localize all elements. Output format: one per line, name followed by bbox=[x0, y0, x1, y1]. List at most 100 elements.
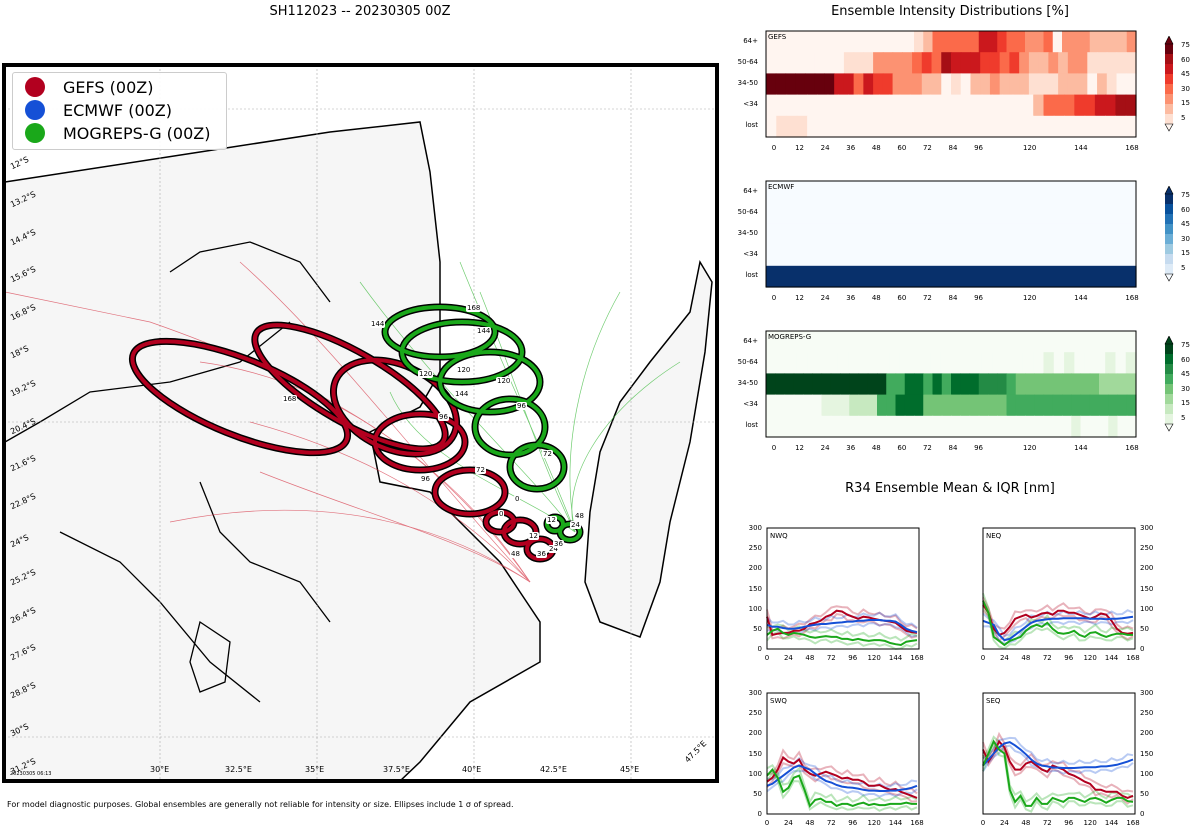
heatmap-x-tick: 84 bbox=[948, 294, 958, 302]
heatmap-cell bbox=[1067, 52, 1079, 74]
lon-label: 40°E bbox=[462, 765, 482, 774]
map-stamp: 20230305 06:13 bbox=[10, 771, 52, 777]
heatmap-cell bbox=[1084, 115, 1096, 138]
heatmap-cell bbox=[858, 352, 870, 374]
r34-x-tick: 120 bbox=[867, 819, 881, 827]
colorbar-segment bbox=[1165, 244, 1173, 255]
heatmap-x-tick: 144 bbox=[1074, 444, 1088, 452]
r34-plot-neq bbox=[982, 527, 1136, 650]
heatmap-cell bbox=[834, 73, 845, 96]
gefs-hour-label: 36 bbox=[536, 550, 547, 558]
heatmap-cell bbox=[867, 373, 878, 396]
heatmap-cell bbox=[1089, 394, 1100, 417]
colorbar-segment bbox=[1165, 94, 1173, 105]
colorbar-tick: 45 bbox=[1181, 370, 1190, 379]
heatmap-cell bbox=[775, 373, 786, 396]
r34-x-tick: 72 bbox=[826, 819, 836, 827]
heatmap-cell bbox=[1089, 373, 1100, 396]
heatmap-cell bbox=[909, 94, 921, 117]
heatmap-cell bbox=[940, 352, 952, 374]
r34-x-tick: 24 bbox=[783, 654, 793, 662]
heatmap-row-label: <34 bbox=[743, 100, 758, 109]
gefs-hour-label: 168 bbox=[282, 395, 298, 403]
r34-y-tick: 100 bbox=[748, 769, 762, 778]
heatmap-cell bbox=[840, 373, 850, 396]
heatmap-cell bbox=[1071, 394, 1082, 417]
heatmap-cell bbox=[895, 373, 906, 396]
colorbar-segment bbox=[1165, 214, 1173, 225]
heatmap-cell bbox=[997, 31, 1008, 53]
heatmap-x-tick: 48 bbox=[871, 294, 881, 302]
heatmap-cell bbox=[1048, 73, 1059, 96]
heatmap-cell bbox=[921, 73, 933, 96]
heatmap-cell bbox=[882, 73, 894, 96]
colorbar-gefs bbox=[1164, 36, 1174, 132]
r34-quadrant-label: SWQ bbox=[770, 697, 787, 705]
heatmap-cell bbox=[793, 415, 804, 438]
heatmap-cell bbox=[1108, 415, 1119, 438]
heatmap-cell bbox=[879, 94, 890, 117]
heatmap-cell bbox=[1043, 415, 1054, 438]
heatmap-cell bbox=[766, 115, 777, 138]
heatmap-cell bbox=[980, 52, 991, 74]
heatmap-cell bbox=[1106, 73, 1118, 96]
colorbar-segment bbox=[1165, 194, 1173, 205]
r34-mean-line-ecmwf bbox=[982, 615, 1134, 642]
gefs-hour-label: 144 bbox=[454, 390, 470, 398]
heatmap-cell bbox=[1094, 115, 1106, 138]
colorbar-max-arrow bbox=[1164, 336, 1174, 345]
r34-y-tick: 0 bbox=[1140, 645, 1145, 653]
heatmap-cell bbox=[961, 115, 973, 138]
heatmap-cell bbox=[858, 94, 870, 117]
r34-iqr-line bbox=[982, 592, 1134, 642]
heatmap-cell bbox=[803, 373, 813, 396]
track-map[interactable] bbox=[0, 62, 722, 785]
heatmap-cell bbox=[904, 415, 915, 438]
heatmap-cell bbox=[989, 73, 1001, 96]
heatmap-x-tick: 60 bbox=[897, 294, 907, 302]
mogreps-hour-label: 120 bbox=[496, 377, 512, 385]
heatmap-row-label: 64+ bbox=[743, 186, 758, 195]
heatmap-x-tick: 144 bbox=[1074, 294, 1088, 302]
heatmap-cell bbox=[1053, 94, 1065, 117]
heatmap-cell bbox=[978, 31, 989, 53]
colorbar-max-arrow bbox=[1164, 36, 1174, 45]
heatmap-cell bbox=[1062, 394, 1072, 417]
heatmap-cell bbox=[1015, 415, 1026, 438]
heatmap-cell bbox=[795, 52, 806, 74]
heatmap-cell bbox=[961, 352, 973, 374]
heatmap-x-tick: 120 bbox=[1023, 444, 1037, 452]
heatmap-cell bbox=[1125, 352, 1137, 374]
heatmap-cell bbox=[960, 373, 971, 396]
heatmap-cell bbox=[793, 373, 804, 396]
heatmap-cell bbox=[858, 415, 869, 438]
colorbar-tick: 30 bbox=[1181, 84, 1190, 93]
heatmap-cell bbox=[914, 415, 924, 438]
r34-y-tick: 0 bbox=[1140, 810, 1145, 818]
heatmap-cell bbox=[978, 394, 989, 417]
mogreps-hour-label: 24 bbox=[570, 521, 581, 529]
heatmap-cell bbox=[1105, 94, 1117, 117]
colorbar-segment bbox=[1165, 264, 1173, 275]
heatmap-x-tick: 12 bbox=[795, 294, 805, 302]
heatmap-cell bbox=[1062, 415, 1072, 438]
heatmap-cell bbox=[1034, 415, 1045, 438]
r34-y-tick: 150 bbox=[748, 749, 762, 758]
ecmwf-dot-icon bbox=[25, 100, 45, 120]
heatmap-cell bbox=[1019, 73, 1030, 96]
colorbar-tick: 75 bbox=[1181, 341, 1190, 349]
legend-gefs: GEFS (00Z) bbox=[25, 77, 153, 97]
heatmap-row-label: lost bbox=[745, 121, 758, 130]
gefs-hour-label: 120 bbox=[418, 370, 434, 378]
r34-iqr-line bbox=[982, 736, 1134, 765]
heatmap-cell bbox=[941, 394, 952, 417]
colorbar-tick: 75 bbox=[1181, 41, 1190, 49]
r34-iqr-line bbox=[766, 769, 918, 798]
colorbar-segment bbox=[1165, 104, 1173, 115]
r34-y-tick: 50 bbox=[753, 789, 762, 798]
heatmap-x-tick: 72 bbox=[922, 144, 932, 152]
heatmap-cell bbox=[931, 73, 942, 96]
r34-x-tick: 0 bbox=[980, 654, 986, 662]
heatmap-cell bbox=[1002, 94, 1014, 117]
r34-x-tick: 48 bbox=[1021, 654, 1031, 662]
